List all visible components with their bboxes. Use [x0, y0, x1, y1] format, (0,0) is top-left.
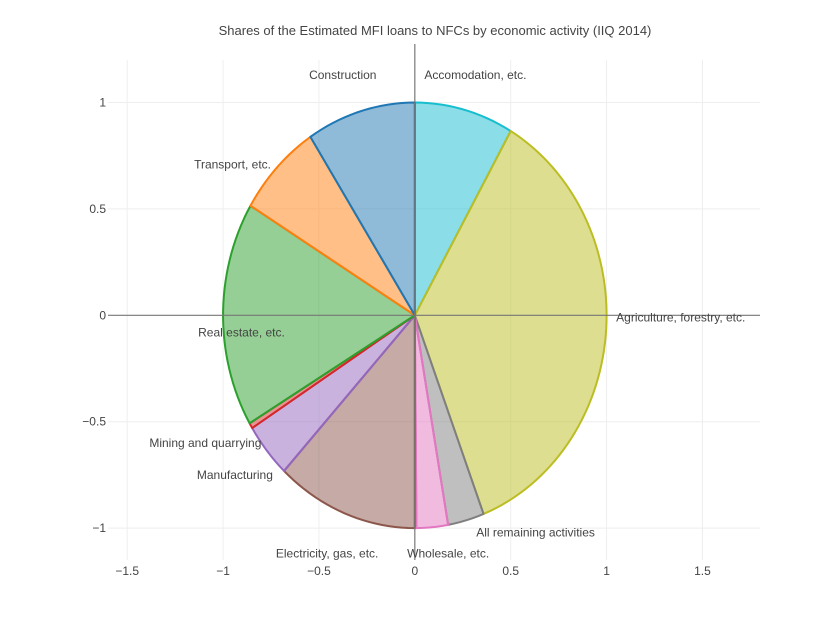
slice-label: Transport, etc. — [194, 157, 271, 171]
slice-label: Electricity, gas, etc. — [276, 547, 378, 561]
slice-label: Mining and quarrying — [149, 436, 261, 450]
slice-real-estate-etc — [222, 204, 416, 425]
x-tick-label: 1.5 — [694, 564, 711, 578]
slice-label: Accomodation, etc. — [424, 68, 526, 82]
slice-unlabeled — [283, 314, 416, 530]
x-tick-label: −1.5 — [115, 564, 139, 578]
x-tick-label: −0.5 — [307, 564, 331, 578]
x-tick-label: 0 — [411, 564, 418, 578]
tick-labels: −1.5 −1 −0.5 0 0.5 1 1.5 1 0.5 0 −0.5 −1 — [82, 96, 711, 578]
slice-manufacturing — [251, 314, 416, 472]
slice-label: Wholesale, etc. — [407, 547, 489, 561]
x-tick-label: −1 — [216, 564, 230, 578]
slice-transport-etc — [249, 135, 416, 317]
slice-label: Real estate, etc. — [198, 325, 285, 339]
slice-agriculture-forestry-etc — [413, 130, 608, 515]
slice-labels: Construction Accomodation, etc. Transport,… — [149, 68, 745, 561]
x-tick-label: 0.5 — [502, 564, 519, 578]
y-tick-label: 0 — [99, 308, 106, 322]
y-tick-label: 0.5 — [89, 202, 106, 216]
y-tick-label: −0.5 — [82, 415, 106, 429]
chart-title: Shares of the Estimated MFI loans to NFC… — [219, 23, 652, 38]
axes — [108, 44, 760, 560]
slice-construction — [309, 101, 416, 317]
slices — [222, 101, 608, 530]
slice-label: Agriculture, forestry, etc. — [616, 310, 745, 324]
slice-wholesale-etc — [413, 314, 450, 530]
slice-all-remaining-activities — [413, 314, 485, 526]
y-tick-label: −1 — [92, 521, 106, 535]
slice-label: Manufacturing — [197, 468, 273, 482]
slice-accomodation-etc — [413, 101, 512, 317]
x-tick-label: 1 — [603, 564, 610, 578]
slice-label: Construction — [309, 68, 376, 82]
slice-label: All remaining activities — [476, 525, 595, 539]
y-tick-label: 1 — [99, 96, 106, 110]
